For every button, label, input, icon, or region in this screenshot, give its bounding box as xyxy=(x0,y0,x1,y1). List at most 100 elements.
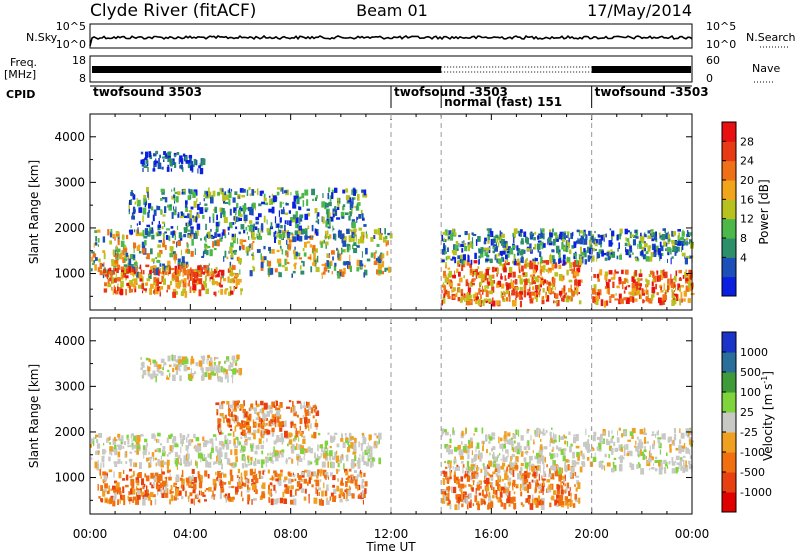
scatter-cell xyxy=(653,275,657,283)
scatter-cell xyxy=(474,278,476,281)
scatter-cell xyxy=(536,452,540,459)
scatter-cell xyxy=(608,453,610,459)
scatter-cell xyxy=(479,452,483,459)
scatter-cell xyxy=(662,294,667,300)
scatter-cell xyxy=(288,441,290,444)
scatter-cell xyxy=(490,238,493,246)
scatter-cell xyxy=(530,248,532,253)
scatter-cell xyxy=(237,440,240,446)
scatter-cell xyxy=(632,235,637,238)
scatter-cell xyxy=(111,287,113,291)
scatter-cell xyxy=(467,242,472,247)
scatter-cell xyxy=(133,242,137,249)
scatter-cell xyxy=(249,210,252,216)
scatter-cell xyxy=(140,159,144,165)
scatter-cell xyxy=(304,407,306,413)
scatter-cell xyxy=(505,488,510,493)
scatter-cell xyxy=(163,151,166,155)
scatter-cell xyxy=(251,432,255,436)
scatter-cell xyxy=(471,466,475,470)
scatter-cell xyxy=(529,282,531,289)
scatter-cell xyxy=(542,458,545,462)
scatter-cell xyxy=(229,469,233,476)
scatter-cell xyxy=(313,408,316,413)
scatter-cell xyxy=(338,256,341,261)
scatter-cell xyxy=(229,286,231,289)
scatter-cell xyxy=(241,429,246,436)
cpid-segment-label: twofsound -3503 xyxy=(595,85,709,99)
scatter-cell xyxy=(249,270,253,277)
scatter-cell xyxy=(459,488,462,492)
scatter-cell xyxy=(550,473,555,480)
scatter-cell xyxy=(228,365,231,371)
scatter-cell xyxy=(480,485,482,489)
scatter-cell xyxy=(115,290,119,295)
scatter-cell xyxy=(188,210,193,213)
scatter-cell xyxy=(317,456,321,460)
scatter-cell xyxy=(136,223,138,226)
scatter-cell xyxy=(260,444,264,450)
scatter-cell xyxy=(262,412,266,420)
scatter-cell xyxy=(488,436,493,441)
scatter-cell xyxy=(507,282,511,289)
scatter-cell xyxy=(225,496,228,503)
scatter-cell xyxy=(340,211,345,218)
scatter-cell xyxy=(535,500,539,508)
scatter-cell xyxy=(320,242,323,248)
scatter-cell xyxy=(454,456,456,460)
scatter-cell xyxy=(178,454,181,459)
scatter-cell xyxy=(484,298,488,301)
scatter-cell xyxy=(278,240,282,245)
colorbar-tick-label: 28 xyxy=(740,135,754,148)
scatter-cell xyxy=(246,477,248,480)
scatter-cell xyxy=(294,435,297,441)
scatter-cell xyxy=(321,201,325,208)
scatter-cell xyxy=(242,411,246,419)
scatter-cell xyxy=(611,234,613,241)
scatter-cell xyxy=(517,248,521,254)
scatter-cell xyxy=(126,434,128,440)
scatter-cell xyxy=(157,252,161,258)
scatter-cell xyxy=(531,479,534,483)
scatter-cell xyxy=(504,431,507,436)
scatter-cell xyxy=(157,162,162,170)
scatter-cell xyxy=(197,168,199,174)
scatter-cell xyxy=(161,468,163,475)
scatter-cell xyxy=(344,468,348,473)
scatter-cell xyxy=(489,482,492,486)
scatter-cell xyxy=(541,299,545,305)
scatter-cell xyxy=(366,233,368,239)
scatter-cell xyxy=(519,477,524,481)
scatter-cell xyxy=(553,439,557,443)
scatter-cell xyxy=(563,244,565,247)
scatter-cell xyxy=(520,468,523,475)
scatter-cell xyxy=(445,496,450,501)
scatter-cell xyxy=(494,456,498,462)
scatter-cell xyxy=(350,436,354,440)
scatter-cell xyxy=(507,477,512,481)
scatter-cell xyxy=(567,464,570,471)
scatter-cell xyxy=(647,246,651,252)
scatter-cell xyxy=(140,434,144,437)
scatter-cell xyxy=(316,475,319,479)
scatter-cell xyxy=(496,282,500,288)
scatter-cell xyxy=(220,212,222,219)
scatter-cell xyxy=(658,275,661,282)
scatter-cell xyxy=(610,249,613,252)
scatter-cell xyxy=(564,483,566,487)
scatter-cell xyxy=(517,230,520,234)
scatter-cell xyxy=(269,452,272,456)
scatter-cell xyxy=(522,504,525,507)
scatter-cell xyxy=(363,189,367,196)
scatter-cell xyxy=(304,488,307,494)
scatter-cell xyxy=(121,275,124,278)
scatter-cell xyxy=(136,480,140,486)
scatter-cell xyxy=(136,276,138,284)
scatter-cell xyxy=(170,494,174,502)
scatter-cell xyxy=(472,472,476,479)
scatter-cell xyxy=(192,372,195,376)
scatter-cell xyxy=(542,480,545,486)
scatter-cell xyxy=(270,498,274,506)
scatter-cell xyxy=(173,206,175,211)
scatter-cell xyxy=(559,494,564,501)
